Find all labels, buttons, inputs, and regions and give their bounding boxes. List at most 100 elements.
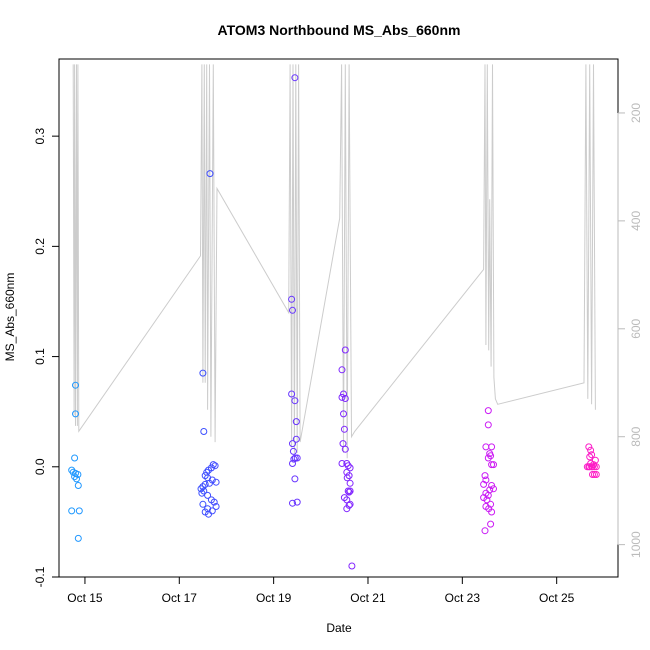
x-tick-label: Oct 25 [539, 591, 575, 605]
data-point [345, 488, 353, 496]
data-point [488, 508, 496, 516]
data-point [589, 471, 596, 478]
data-point [587, 446, 595, 454]
data-point [338, 460, 346, 467]
data-point [586, 453, 594, 461]
data-point [291, 74, 299, 82]
y2-tick-label: 600 [629, 318, 643, 338]
data-point [71, 454, 79, 462]
data-point [346, 500, 354, 508]
data-point [483, 496, 491, 504]
data-point [340, 494, 348, 502]
data-point [199, 483, 207, 491]
data-point [490, 461, 497, 469]
data-point [210, 498, 218, 506]
data-point [586, 463, 594, 471]
data-point [589, 463, 596, 471]
data-point [344, 462, 352, 470]
data-point [588, 451, 596, 459]
data-point [488, 461, 496, 469]
data-point [200, 487, 208, 495]
data-point [212, 478, 220, 486]
data-point [72, 410, 79, 418]
data-point [71, 473, 79, 481]
data-point [293, 498, 301, 506]
data-point [200, 428, 208, 435]
data-point [344, 487, 352, 495]
data-point [484, 407, 492, 415]
data-point [211, 462, 219, 470]
data-point [201, 480, 209, 488]
data-point [487, 452, 495, 460]
data-point [289, 460, 296, 467]
y-axis-right: 200 400 600 800 1000 [617, 103, 643, 558]
data-point [481, 472, 489, 480]
data-point [346, 479, 354, 487]
data-point [346, 487, 354, 495]
data-point [490, 485, 497, 493]
data-point [201, 472, 209, 480]
data-point [340, 390, 347, 398]
y2-tick-label: 800 [629, 426, 643, 446]
data-point [291, 397, 299, 405]
y-axis-left: -0.1 0.0 0.1 0.2 0.3 [33, 127, 60, 587]
data-point [341, 395, 349, 402]
plot-frame [58, 58, 619, 578]
x-axis-label: Date [326, 621, 352, 635]
data-point [212, 503, 220, 510]
data-point [590, 471, 598, 478]
data-point [484, 454, 492, 462]
data-point [592, 471, 600, 478]
data-point [345, 472, 353, 480]
data-point [292, 418, 300, 426]
data-point [341, 445, 349, 453]
data-point [75, 507, 83, 515]
x-tick-label: Oct 15 [67, 591, 103, 605]
y-tick-label: -0.1 [33, 566, 47, 587]
chart-title: ATOM3 Northbound MS_Abs_660nm [218, 22, 461, 38]
data-point [289, 447, 297, 455]
data-point [206, 170, 214, 178]
data-point [484, 421, 492, 429]
x-tick-label: Oct 17 [162, 591, 198, 605]
y-axis-label: MS_Abs_660nm [3, 273, 17, 362]
data-point [592, 463, 600, 471]
y-tick-label: 0.1 [33, 348, 47, 365]
y2-tick-label: 1000 [629, 531, 643, 558]
data-point [341, 346, 349, 354]
data-point [481, 527, 489, 535]
data-point [590, 463, 598, 471]
data-point [340, 425, 348, 433]
altitude-line [72, 64, 596, 459]
data-point [199, 500, 207, 508]
x-tick-label: Oct 23 [445, 591, 481, 605]
data-point [591, 456, 599, 464]
data-point [206, 479, 213, 487]
data-point [204, 491, 212, 499]
data-point [348, 562, 356, 570]
data-point [205, 466, 212, 474]
data-point [480, 480, 488, 488]
data-point [72, 381, 79, 389]
data-point [291, 475, 299, 483]
data-point [289, 440, 296, 448]
x-tick-label: Oct 21 [350, 591, 386, 605]
x-axis: Oct 15 Oct 17 Oct 19 Oct 21 Oct 23 Oct 25 [67, 576, 575, 605]
data-point [68, 507, 76, 515]
data-point [488, 443, 496, 451]
data-point [338, 393, 346, 401]
data-point [289, 499, 296, 507]
data-point [205, 510, 212, 518]
data-points-layer [68, 74, 600, 570]
y2-tick-label: 200 [629, 103, 643, 123]
y-tick-label: 0.3 [33, 127, 47, 144]
x-tick-label: Oct 19 [256, 591, 292, 605]
data-point [482, 443, 490, 451]
data-point [74, 482, 82, 489]
data-point [290, 455, 298, 463]
data-point [73, 475, 80, 483]
y-tick-label: 0.2 [33, 238, 47, 255]
data-point [346, 464, 354, 472]
y-tick-label: 0.0 [33, 458, 47, 475]
data-point [288, 390, 296, 398]
